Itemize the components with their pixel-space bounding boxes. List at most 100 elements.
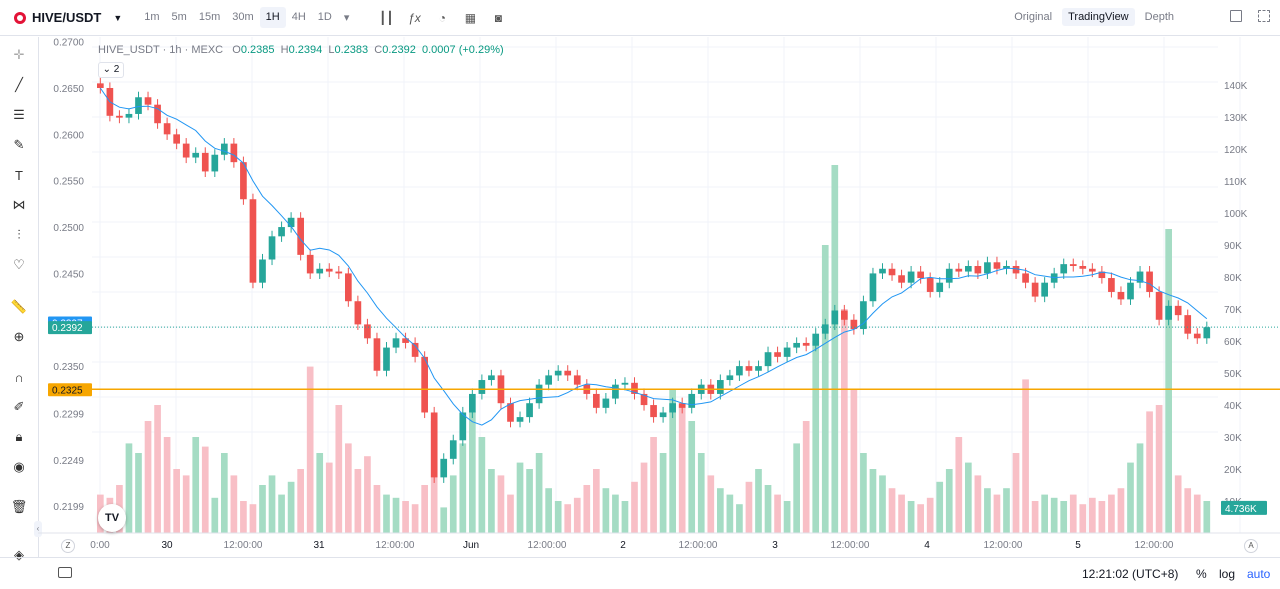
lock-drawing-icon[interactable]: ✐ <box>13 399 25 414</box>
candle-body <box>354 301 362 325</box>
candle-body <box>1069 264 1077 266</box>
candle-body <box>1060 264 1068 274</box>
log-toggle[interactable]: log <box>1219 567 1236 581</box>
candle-type-icon[interactable]: ┃┃ <box>379 10 394 25</box>
z-label: Z <box>65 541 71 550</box>
last-price-tag: 0.2392 <box>52 323 83 334</box>
date-range-icon[interactable] <box>58 567 72 578</box>
open-value: 0.2385 <box>240 44 275 56</box>
price-chart[interactable]: 0.2700 0.2650 0.2600 0.2550 0.2500 0.2450 0.23… <box>38 37 1280 557</box>
volume-bar <box>211 497 219 533</box>
volume-axis-label: 120K <box>1224 145 1248 156</box>
interval-1h[interactable]: 1H <box>259 7 286 28</box>
indicators-icon[interactable]: ƒx <box>408 10 421 25</box>
camera-icon[interactable]: ◙ <box>494 10 502 25</box>
candle-body <box>774 352 781 357</box>
candle-body <box>297 217 304 255</box>
layers-icon[interactable]: ◈ <box>14 547 24 562</box>
price-axis-label: 0.2199 <box>53 502 84 513</box>
indicators-toggle-button[interactable]: ⌄ 2 <box>98 62 124 78</box>
time-axis-label: 30 <box>161 540 173 551</box>
pattern-icon[interactable]: ⋈ <box>12 197 26 212</box>
view-tradingview[interactable]: TradingView <box>1062 8 1135 26</box>
volume-axis-label: 20K <box>1224 465 1242 476</box>
candle-body <box>411 342 419 357</box>
high-value: 0.2394 <box>288 44 323 56</box>
volume-bar <box>717 488 724 533</box>
candle-body <box>182 143 190 158</box>
candle-body <box>478 380 486 394</box>
fullscreen-icon[interactable] <box>1258 10 1270 22</box>
candle-body <box>955 268 963 272</box>
zoom-in-icon[interactable]: ⊕ <box>13 329 25 344</box>
volume-bar <box>573 497 581 533</box>
interval-30m[interactable]: 30m <box>232 11 254 23</box>
interval-1m[interactable]: 1m <box>144 11 160 23</box>
candle-body <box>640 393 648 406</box>
auto-scale-button[interactable]: A <box>1244 539 1258 553</box>
brush-icon[interactable]: ✎ <box>13 137 25 152</box>
volume-bar <box>831 165 839 533</box>
tradingview-logo[interactable]: TV <box>98 504 126 532</box>
percent-toggle[interactable]: % <box>1196 567 1207 581</box>
candle-body <box>278 227 285 237</box>
horizontal-lines-icon[interactable]: ☰ <box>13 107 25 122</box>
volume-bar <box>478 437 486 533</box>
time-axis-label: 2 <box>620 540 626 551</box>
collapse-toolbar-button[interactable]: ‹ <box>34 521 42 537</box>
ruler-icon[interactable]: 📏 <box>10 299 28 314</box>
view-original[interactable]: Original <box>1014 11 1053 23</box>
candle-body <box>325 268 333 272</box>
candle-body <box>993 262 1001 269</box>
volume-bar <box>240 501 247 533</box>
candle-body <box>650 405 657 418</box>
layout-icon[interactable]: ▦ <box>464 10 477 25</box>
candle-body <box>726 375 734 381</box>
interval-1d[interactable]: 1D <box>317 11 332 23</box>
interval-4h[interactable]: 4H <box>291 11 306 23</box>
fib-icon[interactable]: ⫶ <box>17 227 21 242</box>
candle-body <box>97 83 104 88</box>
lock-icon[interactable]: 🔒︎ <box>15 429 23 444</box>
interval-5m[interactable]: 5m <box>171 11 187 23</box>
volume-bar <box>888 488 896 533</box>
candle-body <box>745 366 753 371</box>
interval-15m[interactable]: 15m <box>198 11 221 23</box>
volume-axis-label: 100K <box>1224 209 1248 220</box>
candle-body <box>841 310 848 320</box>
alert-icon[interactable]: ◔ <box>438 10 446 25</box>
bottom-bar: 12:21:02 (UTC+8) % log auto <box>0 557 1280 589</box>
symbol-selector[interactable]: HIVE/USDT ▼ <box>14 10 122 25</box>
candle-body <box>631 382 638 394</box>
candle-body <box>1193 333 1201 339</box>
volume-bar <box>411 504 419 533</box>
magnet-icon[interactable]: ∩ <box>14 369 24 385</box>
price-axis-label: 0.2500 <box>53 223 84 234</box>
volume-bar <box>1146 411 1153 533</box>
trendline-icon[interactable]: ╱ <box>15 77 23 92</box>
settings-panel-icon[interactable] <box>1230 10 1242 22</box>
low-value: 0.2383 <box>334 44 369 56</box>
volume-bar <box>812 341 820 533</box>
text-icon[interactable]: T <box>15 167 23 183</box>
volume-bar <box>621 501 629 533</box>
auto-toggle[interactable]: auto <box>1247 567 1271 581</box>
volume-bar <box>354 469 362 533</box>
candle-body <box>1174 305 1182 316</box>
candle-body <box>659 412 667 418</box>
open-label: O <box>232 44 241 56</box>
candle-body <box>144 97 152 105</box>
candle-body <box>526 403 533 418</box>
heart-icon[interactable]: ♡ <box>13 257 25 272</box>
eye-icon[interactable]: ◉ <box>13 459 25 474</box>
volume-bar <box>593 469 600 533</box>
trash-icon[interactable]: 🗑︎ <box>10 499 28 514</box>
crosshair-icon[interactable]: ✛ <box>13 47 25 62</box>
zoom-reset-button[interactable]: Z <box>61 539 75 553</box>
view-depth[interactable]: Depth <box>1144 11 1174 23</box>
volume-bar <box>945 469 953 533</box>
view-switcher: Original TradingView Depth <box>1008 8 1180 26</box>
volume-bar <box>192 437 200 533</box>
volume-bar <box>669 389 676 533</box>
interval-more-icon[interactable]: ▾ <box>343 12 350 24</box>
